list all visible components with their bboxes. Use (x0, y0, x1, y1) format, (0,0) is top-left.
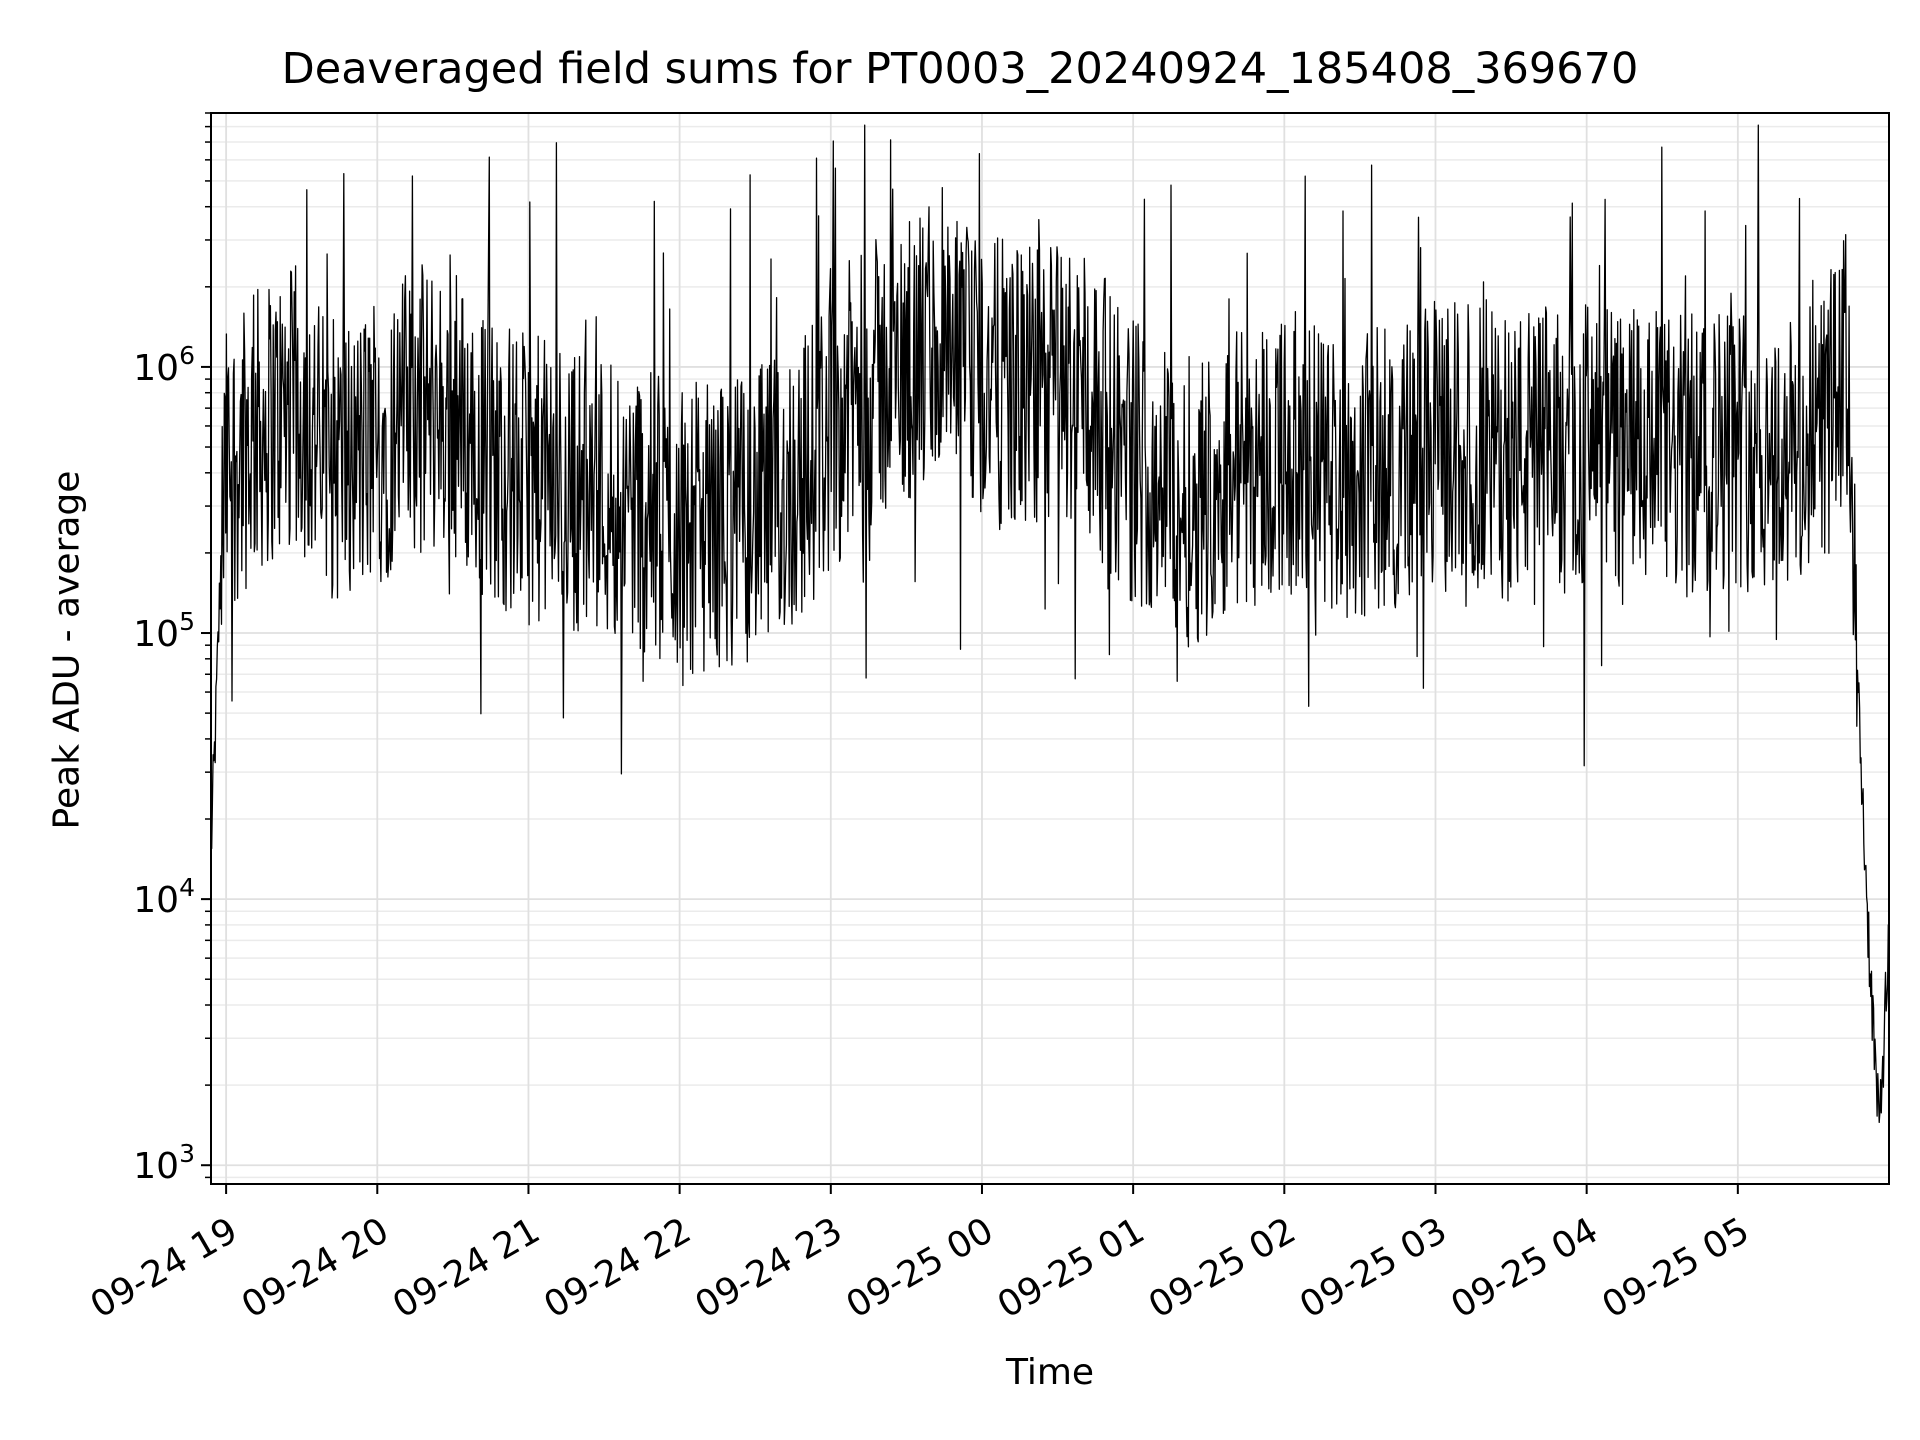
y-tick-label: 103 (133, 1139, 195, 1187)
x-tick-label: 09-25 04 (1444, 1210, 1605, 1326)
x-tick-label: 09-24 20 (235, 1210, 396, 1326)
series-line (210, 124, 1890, 1124)
y-tick-label: 104 (133, 873, 195, 921)
x-tick-label: 09-25 00 (840, 1210, 1001, 1326)
y-tick-exponent: 6 (179, 341, 195, 370)
y-tick-label: 105 (133, 607, 195, 655)
x-tick-label: 09-24 19 (84, 1210, 245, 1326)
y-tick-base: 10 (133, 614, 179, 655)
y-tick-base: 10 (133, 348, 179, 389)
major-gridlines (211, 113, 1889, 1184)
x-tick-label: 09-25 02 (1142, 1210, 1303, 1326)
x-tick-label: 09-25 05 (1596, 1210, 1757, 1326)
y-tick-exponent: 5 (179, 607, 195, 636)
y-tick-base: 10 (133, 1146, 179, 1187)
x-tick-label: 09-25 03 (1293, 1210, 1454, 1326)
y-tick-exponent: 4 (179, 873, 195, 902)
x-tick-label: 09-24 23 (689, 1210, 850, 1326)
x-tick-label: 09-24 22 (537, 1210, 698, 1326)
y-tick-label: 106 (133, 341, 195, 389)
y-axis-label: Peak ADU - average (46, 470, 88, 830)
x-tick-label: 09-24 21 (386, 1210, 547, 1326)
axes-frame (210, 112, 1890, 1185)
y-tick-base: 10 (133, 880, 179, 921)
x-axis-label: Time (1005, 1352, 1095, 1393)
x-tick-label: 09-25 01 (991, 1210, 1152, 1326)
chart-title: Deaveraged field sums for PT0003_2024092… (281, 44, 1639, 94)
y-tick-exponent: 3 (179, 1139, 195, 1168)
